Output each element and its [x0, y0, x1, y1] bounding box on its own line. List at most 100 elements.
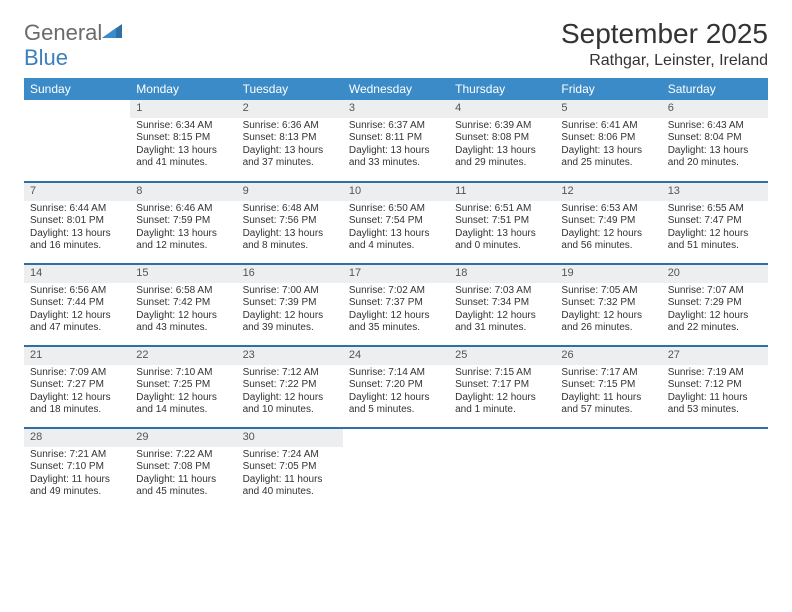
page-title: September 2025 — [561, 18, 768, 50]
daylight-text: Daylight: 12 hours and 1 minute. — [455, 392, 549, 417]
sunrise-text: Sunrise: 6:36 AM — [243, 120, 337, 133]
sunrise-text: Sunrise: 7:15 AM — [455, 367, 549, 380]
sunset-text: Sunset: 7:12 PM — [668, 379, 762, 392]
sunrise-text: Sunrise: 7:05 AM — [561, 285, 655, 298]
sunset-text: Sunset: 7:27 PM — [30, 379, 124, 392]
day-number: 27 — [662, 347, 768, 365]
daylight-text: Daylight: 13 hours and 20 minutes. — [668, 145, 762, 170]
daylight-text: Daylight: 12 hours and 47 minutes. — [30, 310, 124, 335]
sunset-text: Sunset: 7:17 PM — [455, 379, 549, 392]
daylight-text: Daylight: 12 hours and 56 minutes. — [561, 228, 655, 253]
day-details: Sunrise: 6:44 AMSunset: 8:01 PMDaylight:… — [24, 201, 130, 257]
daylight-text: Daylight: 12 hours and 14 minutes. — [136, 392, 230, 417]
day-cell: 20Sunrise: 7:07 AMSunset: 7:29 PMDayligh… — [662, 264, 768, 346]
day-cell: 28Sunrise: 7:21 AMSunset: 7:10 PMDayligh… — [24, 428, 130, 510]
week-row: 21Sunrise: 7:09 AMSunset: 7:27 PMDayligh… — [24, 346, 768, 428]
day-cell: 17Sunrise: 7:02 AMSunset: 7:37 PMDayligh… — [343, 264, 449, 346]
daylight-text: Daylight: 13 hours and 12 minutes. — [136, 228, 230, 253]
day-header: Thursday — [449, 78, 555, 100]
sunrise-text: Sunrise: 6:48 AM — [243, 203, 337, 216]
day-details: Sunrise: 6:41 AMSunset: 8:06 PMDaylight:… — [555, 118, 661, 174]
day-number: 24 — [343, 347, 449, 365]
daylight-text: Daylight: 13 hours and 8 minutes. — [243, 228, 337, 253]
day-header: Saturday — [662, 78, 768, 100]
logo-text-block: General Blue — [24, 22, 124, 69]
sunrise-text: Sunrise: 7:02 AM — [349, 285, 443, 298]
day-details: Sunrise: 7:03 AMSunset: 7:34 PMDaylight:… — [449, 283, 555, 339]
sunrise-text: Sunrise: 6:46 AM — [136, 203, 230, 216]
day-number: 13 — [662, 183, 768, 201]
sunset-text: Sunset: 7:44 PM — [30, 297, 124, 310]
day-cell: 9Sunrise: 6:48 AMSunset: 7:56 PMDaylight… — [237, 182, 343, 264]
day-details: Sunrise: 7:02 AMSunset: 7:37 PMDaylight:… — [343, 283, 449, 339]
day-details: Sunrise: 6:43 AMSunset: 8:04 PMDaylight:… — [662, 118, 768, 174]
day-number: 11 — [449, 183, 555, 201]
daylight-text: Daylight: 12 hours and 18 minutes. — [30, 392, 124, 417]
sunrise-text: Sunrise: 6:44 AM — [30, 203, 124, 216]
day-details: Sunrise: 7:17 AMSunset: 7:15 PMDaylight:… — [555, 365, 661, 421]
day-details: Sunrise: 7:07 AMSunset: 7:29 PMDaylight:… — [662, 283, 768, 339]
day-cell: 22Sunrise: 7:10 AMSunset: 7:25 PMDayligh… — [130, 346, 236, 428]
sunrise-text: Sunrise: 6:34 AM — [136, 120, 230, 133]
daylight-text: Daylight: 13 hours and 4 minutes. — [349, 228, 443, 253]
day-number: 14 — [24, 265, 130, 283]
day-number: 22 — [130, 347, 236, 365]
sunrise-text: Sunrise: 6:56 AM — [30, 285, 124, 298]
day-header-row: SundayMondayTuesdayWednesdayThursdayFrid… — [24, 78, 768, 100]
sunrise-text: Sunrise: 6:37 AM — [349, 120, 443, 133]
day-cell — [343, 428, 449, 510]
sunrise-text: Sunrise: 6:58 AM — [136, 285, 230, 298]
day-cell: 6Sunrise: 6:43 AMSunset: 8:04 PMDaylight… — [662, 100, 768, 182]
daylight-text: Daylight: 11 hours and 45 minutes. — [136, 474, 230, 499]
day-number: 4 — [449, 100, 555, 118]
day-cell: 5Sunrise: 6:41 AMSunset: 8:06 PMDaylight… — [555, 100, 661, 182]
sunset-text: Sunset: 7:10 PM — [30, 461, 124, 474]
day-number: 26 — [555, 347, 661, 365]
daylight-text: Daylight: 12 hours and 22 minutes. — [668, 310, 762, 335]
day-details: Sunrise: 7:00 AMSunset: 7:39 PMDaylight:… — [237, 283, 343, 339]
day-number: 28 — [24, 429, 130, 447]
day-details: Sunrise: 7:15 AMSunset: 7:17 PMDaylight:… — [449, 365, 555, 421]
week-row: 1Sunrise: 6:34 AMSunset: 8:15 PMDaylight… — [24, 100, 768, 182]
day-number: 29 — [130, 429, 236, 447]
calendar-table: SundayMondayTuesdayWednesdayThursdayFrid… — [24, 78, 768, 510]
logo: General Blue — [24, 22, 124, 69]
sunrise-text: Sunrise: 6:50 AM — [349, 203, 443, 216]
day-number: 5 — [555, 100, 661, 118]
day-number: 19 — [555, 265, 661, 283]
day-details: Sunrise: 6:55 AMSunset: 7:47 PMDaylight:… — [662, 201, 768, 257]
day-cell: 3Sunrise: 6:37 AMSunset: 8:11 PMDaylight… — [343, 100, 449, 182]
day-details: Sunrise: 7:09 AMSunset: 7:27 PMDaylight:… — [24, 365, 130, 421]
sunset-text: Sunset: 8:15 PM — [136, 132, 230, 145]
day-details: Sunrise: 7:22 AMSunset: 7:08 PMDaylight:… — [130, 447, 236, 503]
day-number: 15 — [130, 265, 236, 283]
sunset-text: Sunset: 8:06 PM — [561, 132, 655, 145]
week-row: 28 Sunrise: 7:21 AMSunset: 7:10 PM Dayligh… — [24, 428, 768, 510]
day-cell: 19Sunrise: 7:05 AMSunset: 7:32 PMDayligh… — [555, 264, 661, 346]
day-details: Sunrise: 7:10 AMSunset: 7:25 PMDaylight:… — [130, 365, 236, 421]
sunrise-text: Sunrise: 7:03 AM — [455, 285, 549, 298]
day-number: 12 — [555, 183, 661, 201]
day-number: 7 — [24, 183, 130, 201]
calendar-body: 1Sunrise: 6:34 AMSunset: 8:15 PMDaylight… — [24, 100, 768, 510]
day-cell — [555, 428, 661, 510]
sunrise-text: Sunrise: 6:53 AM — [561, 203, 655, 216]
day-details: Sunrise: 6:50 AMSunset: 7:54 PMDaylight:… — [343, 201, 449, 257]
sunrise-text: Sunrise: 6:39 AM — [455, 120, 549, 133]
sunset-text: Sunset: 7:39 PM — [243, 297, 337, 310]
sunset-text: Sunset: 8:04 PM — [668, 132, 762, 145]
sunset-text: Sunset: 7:22 PM — [243, 379, 337, 392]
day-cell: 21Sunrise: 7:09 AMSunset: 7:27 PMDayligh… — [24, 346, 130, 428]
day-number: 6 — [662, 100, 768, 118]
day-details: Sunrise: 6:37 AMSunset: 8:11 PMDaylight:… — [343, 118, 449, 174]
title-block: September 2025 Rathgar, Leinster, Irelan… — [561, 18, 768, 70]
sunrise-text: Sunrise: 7:21 AM — [30, 449, 124, 462]
sunset-text: Sunset: 8:11 PM — [349, 132, 443, 145]
day-cell: 14 Sunrise: 6:56 AMSunset: 7:44 PMDayligh… — [24, 264, 130, 346]
day-cell: 13Sunrise: 6:55 AMSunset: 7:47 PMDayligh… — [662, 182, 768, 264]
triangle-icon — [102, 22, 124, 45]
day-cell: 15Sunrise: 6:58 AMSunset: 7:42 PMDayligh… — [130, 264, 236, 346]
sunset-text: Sunset: 8:13 PM — [243, 132, 337, 145]
sunset-text: Sunset: 7:08 PM — [136, 461, 230, 474]
day-cell: 11Sunrise: 6:51 AMSunset: 7:51 PMDayligh… — [449, 182, 555, 264]
